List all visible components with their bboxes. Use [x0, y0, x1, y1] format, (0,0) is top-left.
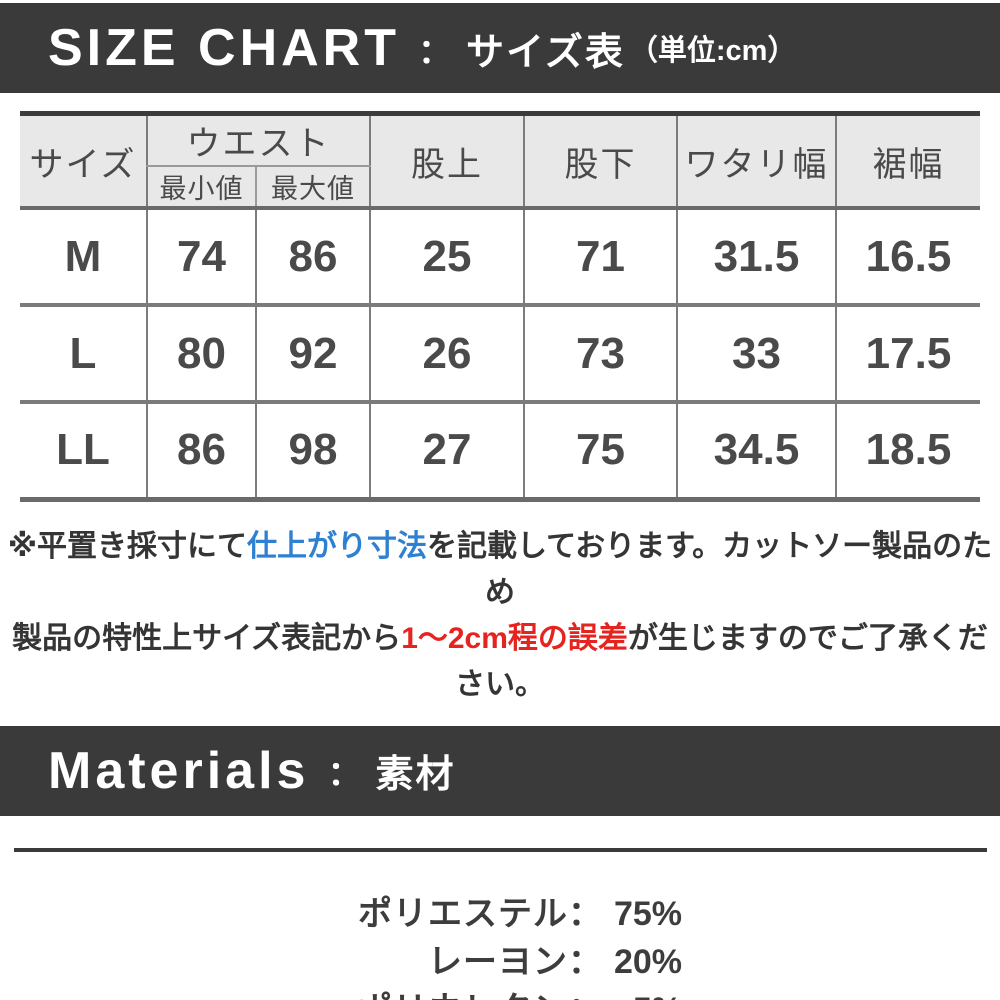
thigh-width-value: 33 — [676, 305, 836, 404]
table-row-m: M 74 86 25 71 31.5 16.5 — [20, 208, 980, 307]
material-value: 20% — [613, 942, 682, 981]
size-chart-title-separator: ： — [418, 32, 452, 71]
note-line1-pre: ※平置き採寸にて — [7, 529, 247, 563]
inseam-value: 71 — [523, 208, 677, 307]
rise-value: 26 — [369, 305, 524, 404]
divider-line-top — [13, 847, 987, 852]
material-value: 75% — [613, 894, 682, 933]
rise-value: 27 — [369, 402, 524, 502]
column-header-rise: 股上 — [369, 113, 524, 210]
column-header-inseam: 股下 — [523, 113, 677, 210]
material-name: ポリウレタン — [318, 982, 568, 1000]
table-row-ll: LL 86 98 27 75 34.5 18.5 — [20, 402, 980, 502]
material-item-polyurethane: ポリウレタン ： 5% — [318, 982, 682, 1000]
size-chart-title-en: SIZE CHART — [48, 19, 400, 77]
waist-max-value: 92 — [255, 305, 370, 404]
material-colon: ： — [568, 942, 602, 981]
size-table: サイズ ウエスト 股上 股下 ワタリ幅 裾幅 最小値 最大値 M 74 86 2… — [20, 111, 980, 502]
column-header-waist-min: 最小値 — [146, 166, 256, 210]
size-chart-header-bar: SIZE CHART ： サイズ表 （単位:cm） — [0, 3, 1000, 93]
thigh-width-value: 31.5 — [676, 208, 836, 307]
rise-value: 25 — [369, 208, 524, 307]
note-highlight-red: 1〜2cm程の誤差 — [401, 621, 628, 655]
column-header-hem-width: 裾幅 — [835, 113, 980, 210]
column-header-waist-max: 最大値 — [255, 166, 370, 210]
note-highlight-blue: 仕上がり寸法 — [246, 529, 427, 563]
materials-list: ポリエステル ： 75% レーヨン ： 20% ポリウレタン ： 5% — [0, 886, 1000, 1000]
waist-min-value: 80 — [146, 305, 256, 404]
material-value: 5% — [600, 991, 682, 1000]
inseam-value: 75 — [523, 402, 677, 502]
hem-width-value: 16.5 — [835, 208, 980, 307]
waist-max-value: 86 — [255, 208, 370, 307]
note-line1-post: を記載しております。カットソー製品のため — [426, 529, 993, 609]
materials-header-bar: Materials ： 素材 — [0, 725, 1000, 816]
waist-min-value: 86 — [146, 402, 256, 502]
waist-max-value: 98 — [255, 402, 370, 502]
material-item-rayon: レーヨン ： 20% — [318, 934, 682, 982]
size-chart-title-ja: サイズ表 — [466, 31, 625, 74]
materials-title-separator: ： — [327, 755, 362, 793]
note-line2-post: が生じますのでご了承ください。 — [455, 621, 988, 701]
note-line-2: 製品の特性上サイズ表記から1〜2cm程の誤差が生じますのでご了承ください。 — [0, 616, 1000, 708]
materials-title-ja: 素材 — [375, 754, 456, 796]
material-name: ポリエステル — [358, 894, 568, 933]
waist-min-value: 74 — [146, 208, 256, 307]
table-row-l: L 80 92 26 73 33 17.5 — [20, 305, 980, 404]
size-label: M — [20, 208, 147, 307]
size-label: L — [20, 305, 147, 404]
material-colon: ： — [568, 894, 602, 933]
note-line-1: ※平置き採寸にて仕上がり寸法を記載しております。カットソー製品のため — [0, 524, 1000, 616]
inseam-value: 73 — [523, 305, 677, 404]
hem-width-value: 18.5 — [835, 402, 980, 502]
note-line2-pre: 製品の特性上サイズ表記から — [12, 621, 402, 655]
material-name: レーヨン — [428, 942, 568, 981]
materials-title-en: Materials — [48, 741, 310, 800]
material-item-polyester: ポリエステル ： 75% — [318, 886, 682, 934]
size-label: LL — [20, 402, 147, 502]
column-header-thigh-width: ワタリ幅 — [676, 113, 836, 210]
column-header-waist: ウエスト — [146, 113, 370, 167]
material-colon: ： — [568, 982, 602, 1000]
column-header-size: サイズ — [20, 113, 147, 210]
thigh-width-value: 34.5 — [676, 402, 836, 502]
hem-width-value: 17.5 — [835, 305, 980, 404]
size-chart-title-unit: （単位:cm） — [628, 35, 797, 67]
measurement-note: ※平置き採寸にて仕上がり寸法を記載しております。カットソー製品のため 製品の特性… — [0, 524, 1000, 708]
